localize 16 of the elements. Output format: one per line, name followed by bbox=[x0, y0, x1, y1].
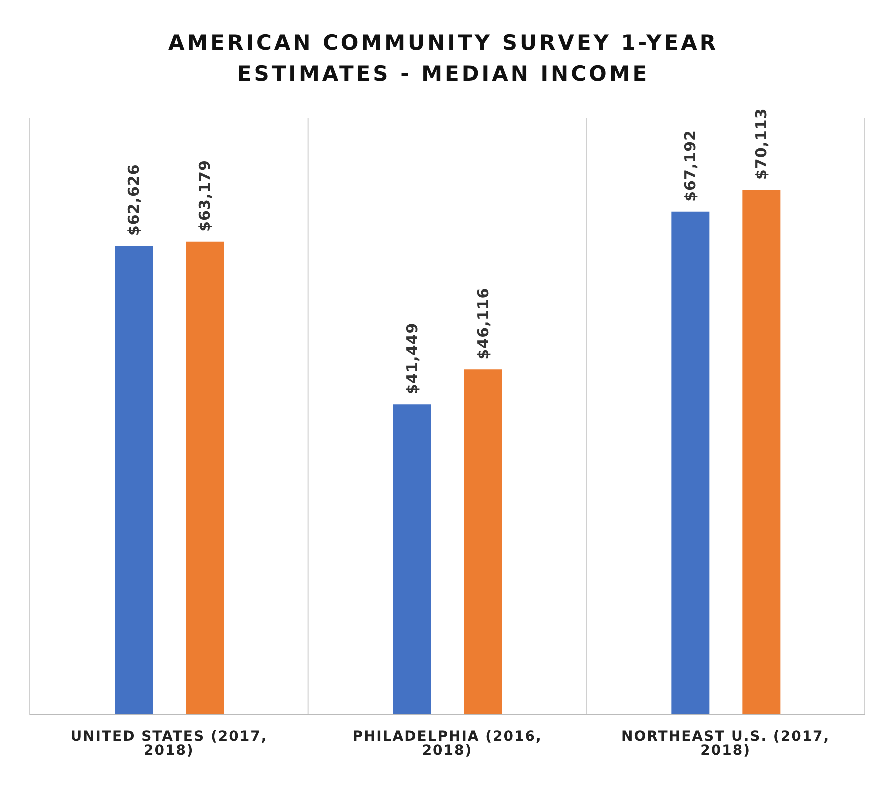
bar bbox=[464, 370, 502, 715]
bar bbox=[186, 242, 224, 715]
bar bbox=[672, 212, 710, 715]
data-label: $62,626 bbox=[125, 164, 143, 236]
bar bbox=[742, 190, 781, 715]
bar bbox=[393, 404, 432, 715]
data-label: $70,113 bbox=[752, 108, 771, 180]
data-label: $63,179 bbox=[196, 160, 214, 232]
data-label: $46,116 bbox=[474, 288, 492, 360]
x-tick-label: UNITED STATES (2017, 2018) bbox=[70, 728, 268, 759]
chart-title: AMERICAN COMMUNITY SURVEY 1-YEAR ESTIMATES - MEDIAN INCOME bbox=[167, 30, 720, 88]
data-label: $41,449 bbox=[403, 322, 422, 395]
bar bbox=[115, 246, 153, 715]
x-tick-label: PHILADELPHIA (2016, 2018) bbox=[352, 728, 542, 759]
data-label: $67,192 bbox=[682, 130, 700, 202]
x-tick-label: NORTHEAST U.S. (2017, 2018) bbox=[622, 728, 830, 759]
